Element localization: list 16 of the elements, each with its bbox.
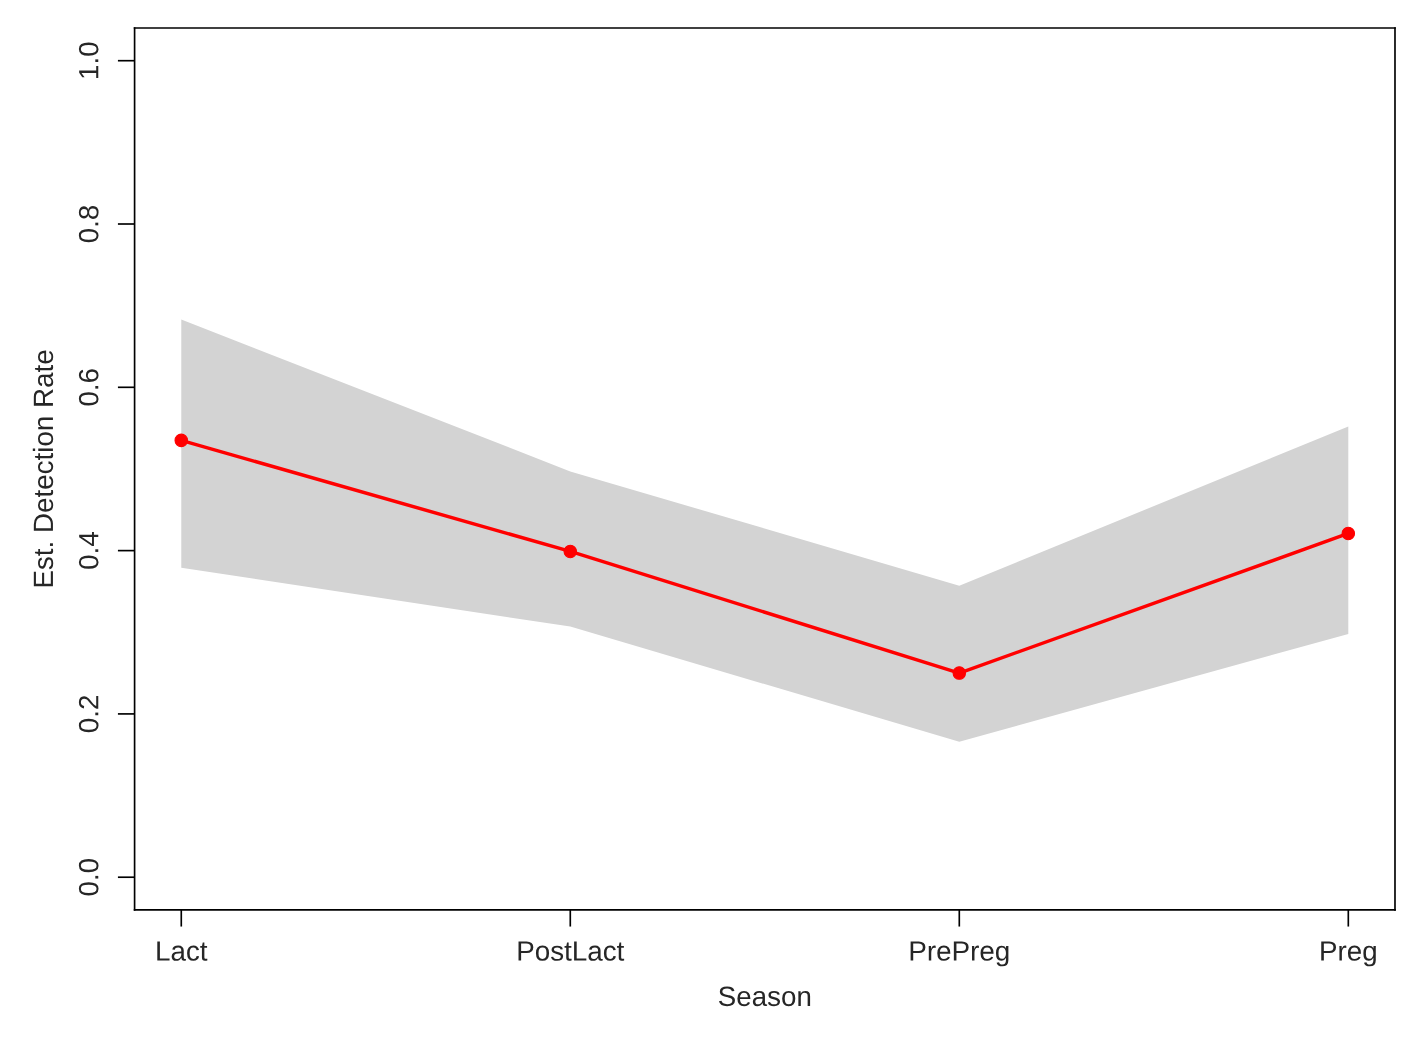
- y-tick-label: 0.2: [78, 696, 99, 733]
- point: [952, 666, 967, 680]
- point: [174, 433, 189, 448]
- y-axis-title: Est. Detection Rate: [32, 350, 54, 587]
- point: [563, 544, 578, 559]
- y-tick-label: 0.4: [78, 532, 99, 569]
- x-axis-title: Season: [718, 986, 811, 1007]
- x-tick-label: Lact: [157, 941, 208, 961]
- y-tick-label: 0.8: [78, 205, 99, 243]
- x-tick-label: PostLact: [518, 941, 625, 961]
- y-tick-label: 0.6: [78, 369, 99, 406]
- y-tick-label: 0.0: [78, 859, 99, 896]
- point: [1341, 526, 1356, 541]
- x-tick-label: Preg: [1321, 941, 1376, 967]
- x-tick-label: PrePreg: [910, 941, 1009, 967]
- y-tick-label: 1.0: [78, 42, 99, 78]
